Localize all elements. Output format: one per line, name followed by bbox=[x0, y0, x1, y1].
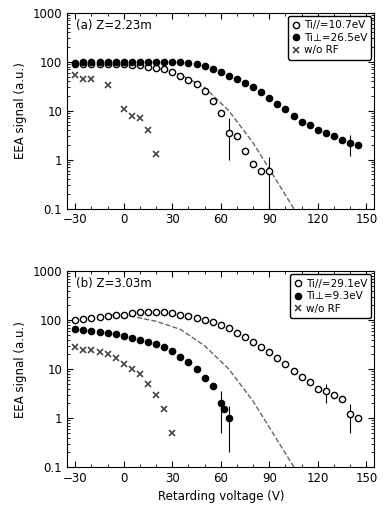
Legend: Ti//=29.1eV, Ti⊥=9.3eV, w/o RF: Ti//=29.1eV, Ti⊥=9.3eV, w/o RF bbox=[290, 275, 371, 318]
Legend: Ti//=10.7eV, Ti⊥=26.5eV, w/o RF: Ti//=10.7eV, Ti⊥=26.5eV, w/o RF bbox=[288, 16, 371, 59]
Y-axis label: EEA signal (a.u.): EEA signal (a.u.) bbox=[14, 320, 27, 417]
Y-axis label: EEA signal (a.u.): EEA signal (a.u.) bbox=[14, 62, 27, 159]
Text: (a) Z=2.23m: (a) Z=2.23m bbox=[76, 19, 152, 32]
Text: (b) Z=3.03m: (b) Z=3.03m bbox=[76, 277, 152, 290]
X-axis label: Retarding voltage (V): Retarding voltage (V) bbox=[157, 490, 284, 504]
